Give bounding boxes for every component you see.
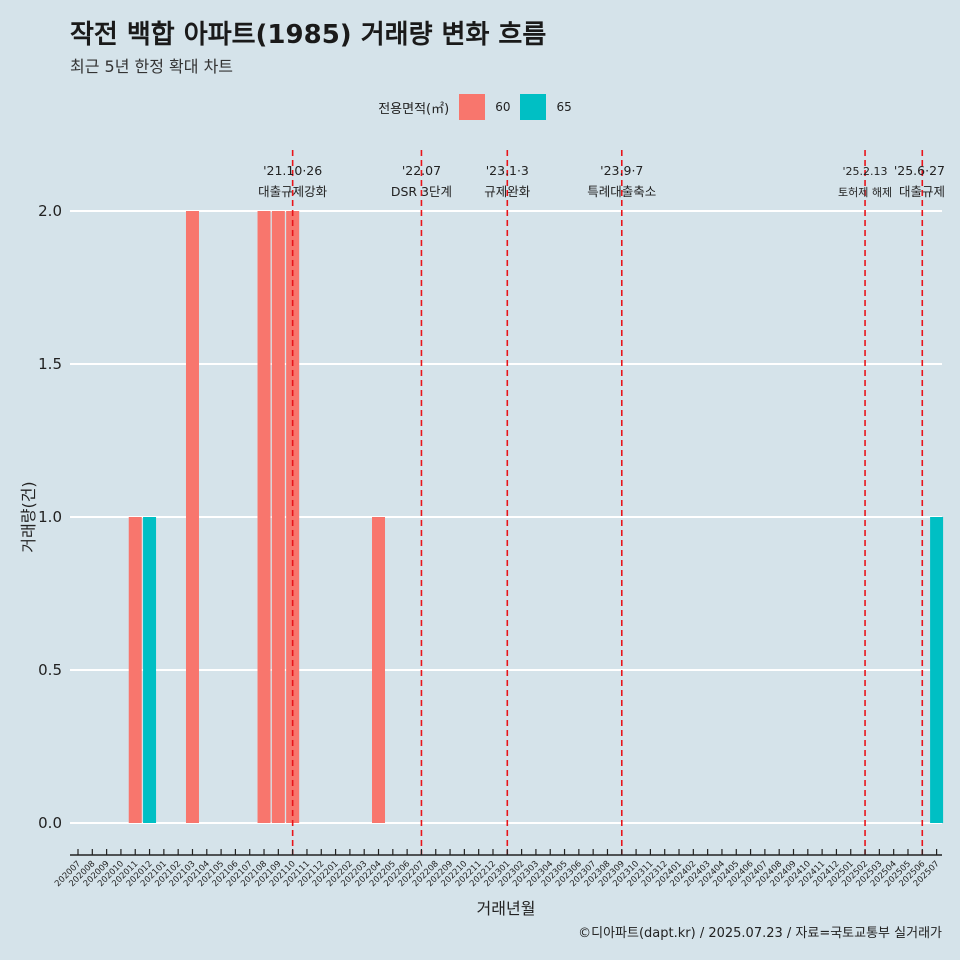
legend: 전용면적(㎡) 60 65 bbox=[0, 92, 960, 122]
x-axis-title: 거래년월 bbox=[477, 899, 536, 918]
caption: ©디아파트(dapt.kr) / 2025.07.23 / 자료=국토교통부 실… bbox=[578, 926, 942, 941]
event-label: 규제완화 bbox=[484, 184, 531, 199]
legend-label-65: 65 bbox=[556, 100, 572, 114]
legend-title: 전용면적(㎡) bbox=[378, 101, 450, 117]
y-tick-label: 0.5 bbox=[38, 661, 62, 679]
legend-swatch-60 bbox=[459, 94, 486, 120]
event-date: '25.2.13 bbox=[843, 165, 888, 178]
bar bbox=[143, 517, 157, 823]
legend-item-60: 60 bbox=[459, 94, 510, 120]
y-tick-label: 0.0 bbox=[38, 814, 62, 832]
y-tick-label: 1.5 bbox=[38, 355, 62, 373]
y-tick-label: 1.0 bbox=[38, 508, 62, 526]
event-label: 대출규제강화 bbox=[258, 184, 328, 199]
legend-label-60: 60 bbox=[495, 100, 511, 114]
event-label: DSR 3단계 bbox=[391, 184, 452, 199]
event-date: '22.07 bbox=[402, 163, 441, 178]
y-axis-title: 거래량(건) bbox=[19, 481, 38, 552]
chart-title: 작전 백합 아파트(1985) 거래량 변화 흐름 bbox=[70, 20, 547, 50]
event-date: '23.9·7 bbox=[600, 163, 643, 178]
bar bbox=[257, 211, 271, 823]
event-label: 대출규제 bbox=[899, 184, 945, 199]
chart-subtitle: 최근 5년 한정 확대 차트 bbox=[70, 57, 234, 76]
event-label: 특례대출축소 bbox=[587, 184, 656, 199]
bar bbox=[372, 517, 386, 823]
event-date: '21.10·26 bbox=[263, 163, 322, 178]
event-date: '23.1·3 bbox=[486, 163, 529, 178]
event-date: '25.6·27 bbox=[894, 163, 945, 178]
bar bbox=[128, 517, 142, 823]
bar bbox=[271, 211, 285, 823]
y-tick-label: 2.0 bbox=[38, 202, 62, 220]
legend-item-65: 65 bbox=[520, 94, 572, 120]
legend-swatch-65 bbox=[520, 94, 547, 120]
bar bbox=[930, 517, 944, 823]
event-label: 토허제 해제 bbox=[838, 185, 892, 199]
bar bbox=[185, 211, 199, 823]
bar bbox=[286, 211, 300, 823]
